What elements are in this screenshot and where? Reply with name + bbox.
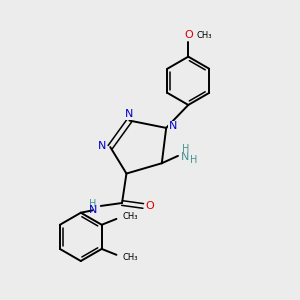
Text: O: O [145, 201, 154, 211]
Text: H: H [89, 199, 96, 208]
Text: H: H [182, 143, 189, 154]
Text: N: N [88, 206, 97, 215]
Text: N: N [169, 122, 177, 131]
Text: H: H [190, 155, 198, 165]
Text: O: O [184, 31, 193, 40]
Text: N: N [98, 141, 106, 151]
Text: N: N [125, 109, 134, 119]
Text: CH₃: CH₃ [122, 253, 138, 262]
Text: N: N [181, 152, 190, 162]
Text: CH₃: CH₃ [122, 212, 138, 221]
Text: CH₃: CH₃ [196, 31, 212, 40]
